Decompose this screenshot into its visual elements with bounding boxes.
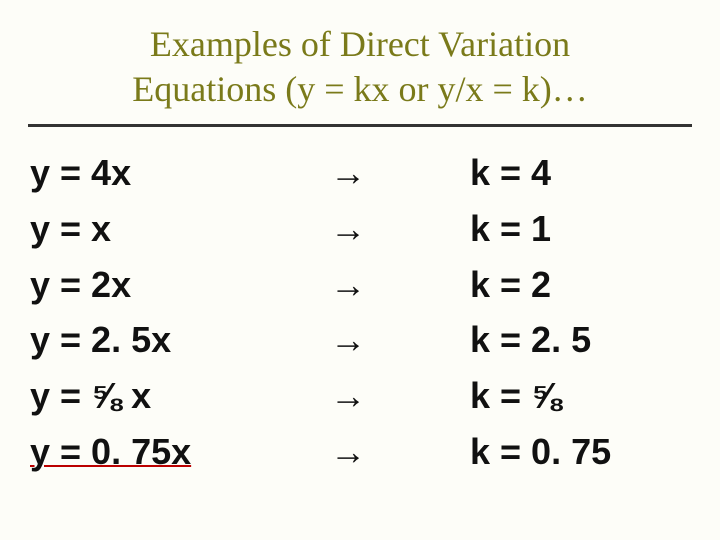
text-cursor-icon: [189, 436, 191, 470]
equation-lhs: y = x: [30, 201, 330, 257]
equation-row: y = ⅝ x → k = ⅝: [30, 368, 690, 424]
equation-rhs: k = 2. 5: [470, 312, 690, 368]
equation-list: y = 4x → k = 4 y = x → k = 1 y = 2x → k …: [0, 127, 720, 480]
arrow-icon: →: [330, 312, 470, 368]
equation-rhs: k = ⅝: [470, 368, 690, 424]
equation-lhs: y = 2x: [30, 257, 330, 313]
equation-row: y = x → k = 1: [30, 201, 690, 257]
equation-row: y = 2. 5x → k = 2. 5: [30, 312, 690, 368]
equation-row: y = 0. 75x → k = 0. 75: [30, 424, 690, 480]
title-line-1: Examples of Direct Variation: [28, 22, 692, 67]
equation-rhs: k = 1: [470, 201, 690, 257]
arrow-icon: →: [330, 145, 470, 201]
equation-row: y = 4x → k = 4: [30, 145, 690, 201]
equation-rhs: k = 0. 75: [470, 424, 690, 480]
equation-lhs-underlined: y = 0. 75x: [30, 431, 191, 472]
arrow-icon: →: [330, 368, 470, 424]
equation-rhs: k = 4: [470, 145, 690, 201]
equation-lhs: y = ⅝ x: [30, 368, 330, 424]
arrow-icon: →: [330, 201, 470, 257]
equation-lhs: y = 2. 5x: [30, 312, 330, 368]
equation-lhs: y = 4x: [30, 145, 330, 201]
arrow-icon: →: [330, 257, 470, 313]
equation-row: y = 2x → k = 2: [30, 257, 690, 313]
arrow-icon: →: [330, 424, 470, 480]
slide-title: Examples of Direct Variation Equations (…: [28, 0, 692, 120]
equation-rhs: k = 2: [470, 257, 690, 313]
title-line-2: Equations (y = kx or y/x = k)…: [28, 67, 692, 112]
equation-lhs: y = 0. 75x: [30, 424, 330, 480]
